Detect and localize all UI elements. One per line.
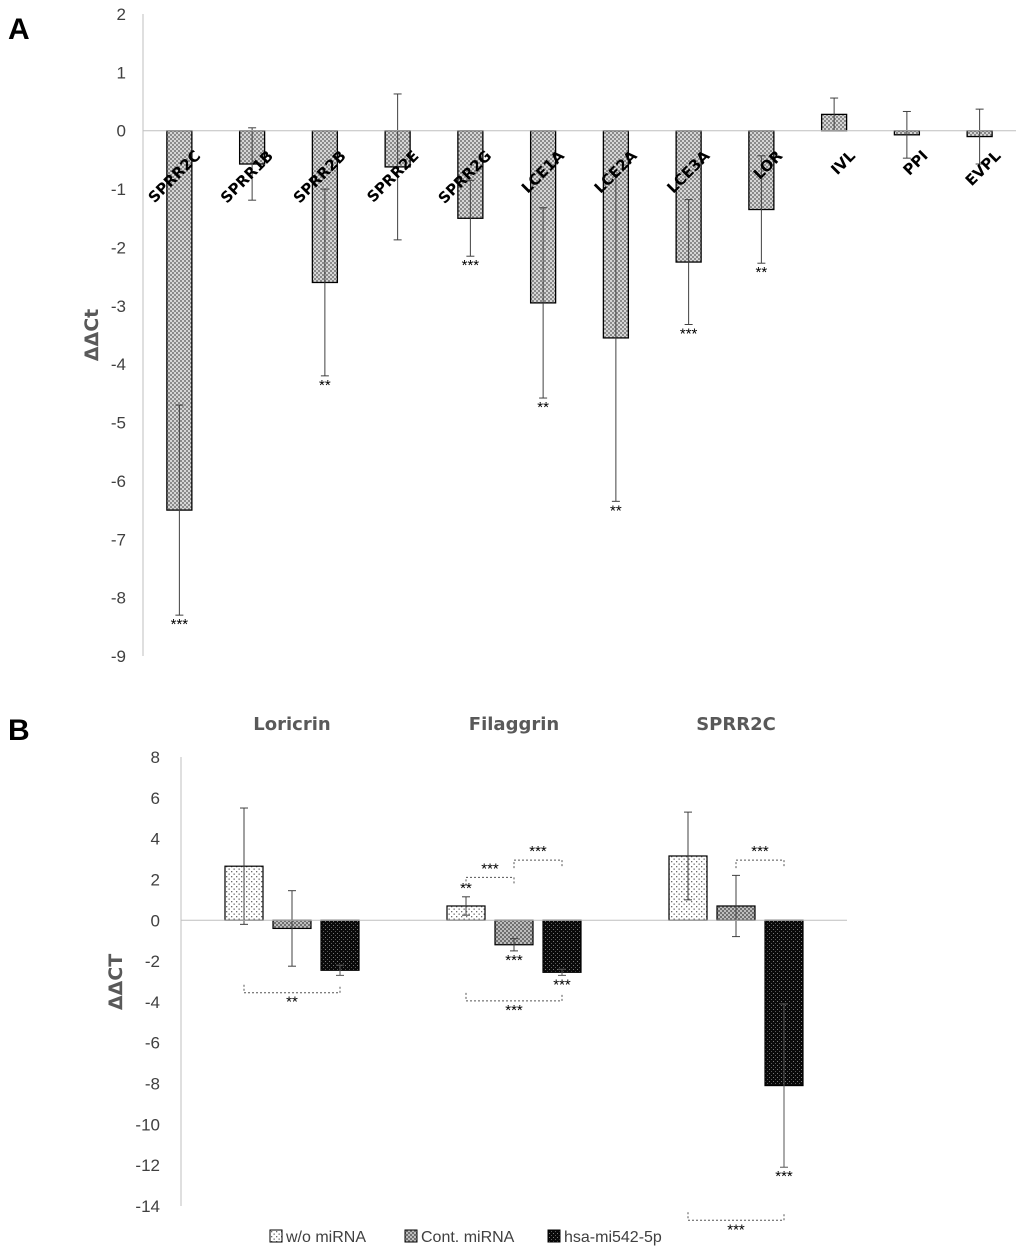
panel-label-b: B xyxy=(8,714,30,747)
panel-b-y-tick: -10 xyxy=(135,1115,160,1134)
panel-label-a: A xyxy=(8,13,30,46)
panel-b-y-tick: -12 xyxy=(135,1156,160,1175)
panel-a-category-label-ppi: PPI xyxy=(899,147,931,179)
panel-b-comparison-bracket xyxy=(465,876,515,886)
panel-a-y-tick: 2 xyxy=(117,5,126,24)
panel-a-significance-sprr2c: *** xyxy=(171,616,189,633)
panel-a-significance-sprr2g: *** xyxy=(462,257,480,274)
panel-b-y-tick: -4 xyxy=(145,993,160,1012)
panel-b-comparison-label: *** xyxy=(481,860,499,877)
panel-b-bar-filaggrin-hsa-mi542-5p xyxy=(542,919,582,973)
panel-b-comparison-bracket xyxy=(513,859,563,869)
panel-b-group-label-filaggrin: Filaggrin xyxy=(469,714,559,735)
panel-b-comparison-bracket xyxy=(465,992,563,1002)
panel-a-y-tick: -3 xyxy=(111,297,126,316)
panel-b-chart: 8 6 4 2 0 -2 -4 -6 -8 -10 -12 -14 Loricrin Filaggrin *… xyxy=(135,714,847,1246)
panel-b-comparison-bracket xyxy=(687,1212,785,1221)
panel-b-group-label-loricrin: Loricrin xyxy=(253,714,330,735)
panel-b-group-label-sprr2c: SPRR2C xyxy=(696,714,776,735)
legend-label-hsa-mi542-5p: hsa-mi542-5p xyxy=(564,1229,662,1246)
panel-a-significance-sprr2b: ** xyxy=(319,377,331,394)
panel-b-y-tick: -8 xyxy=(145,1075,160,1094)
panel-b-bar-loricrin-hsa-mi542-5p xyxy=(320,919,360,971)
legend-swatch-hsa-mi542-5p xyxy=(547,1229,561,1243)
panel-a-significance-lce3a: *** xyxy=(680,325,698,342)
panel-b-y-tick: 8 xyxy=(151,748,160,767)
panel-a-significance-lce1a: ** xyxy=(537,399,549,416)
panel-a-y-tick: -6 xyxy=(111,472,126,491)
legend-swatch-cont-mirna xyxy=(404,1229,418,1243)
legend-label-w-o-mirna: w/o miRNA xyxy=(285,1229,366,1246)
panel-b-significance-filaggrin-hsa-mi542-5p: *** xyxy=(553,976,571,993)
panel-a-category-label-ivl: IVL xyxy=(827,147,859,179)
panel-b-y-tick: 2 xyxy=(151,870,160,889)
panel-a-category-label-evpl: EVPL xyxy=(962,147,1005,190)
panel-b-comparison-bracket xyxy=(735,859,785,869)
panel-b-significance-filaggrin-w-o-mirna: ** xyxy=(460,880,472,897)
panel-a-y-tick: -8 xyxy=(111,589,126,608)
panel-a-y-tick: 1 xyxy=(117,63,126,82)
panel-a-y-tick: -2 xyxy=(111,238,126,257)
panel-b-y-tick: 4 xyxy=(151,830,160,849)
panel-b-legend: w/o miRNA Cont. miRNA hsa-mi542-5p xyxy=(269,1229,662,1246)
legend-label-cont-mirna: Cont. miRNA xyxy=(421,1229,515,1246)
panel-a-significance-lor: ** xyxy=(756,264,768,281)
panel-a-y-axis-label: ΔΔCt xyxy=(81,309,103,361)
panel-b-y-tick: 0 xyxy=(151,911,160,930)
panel-a-y-tick: 0 xyxy=(117,122,126,141)
panel-a-y-tick: -1 xyxy=(111,180,126,199)
panel-b-comparison-label: *** xyxy=(505,1002,523,1019)
panel-b-comparison-label: ** xyxy=(286,994,298,1011)
panel-b-y-tick: -6 xyxy=(145,1034,160,1053)
panel-a-significance-lce2a: ** xyxy=(610,502,622,519)
panel-a-y-tick: -9 xyxy=(111,647,126,666)
panel-a-y-tick: -7 xyxy=(111,530,126,549)
panel-a-chart: 210-1-2-3-4-5-6-7-8-9*****************SP… xyxy=(111,5,1016,666)
panel-a-y-tick: -4 xyxy=(111,355,126,374)
panel-b-comparison-label: *** xyxy=(529,843,547,860)
panel-b-comparison-bracket xyxy=(243,984,341,994)
legend-swatch-w-o-mirna xyxy=(269,1229,283,1243)
panel-b-y-tick: -14 xyxy=(135,1197,160,1216)
panel-b-y-tick: 6 xyxy=(151,789,160,808)
panel-b-comparison-label: *** xyxy=(727,1221,745,1238)
panel-b-comparison-label: *** xyxy=(751,843,769,860)
panel-b-significance-filaggrin-cont-mirna: *** xyxy=(505,952,523,969)
panel-b-significance-sprr2c-hsa-mi542-5p: *** xyxy=(775,1168,793,1185)
panel-b-y-tick: -2 xyxy=(145,952,160,971)
panel-b-y-axis-label: ΔΔCT xyxy=(105,954,127,1010)
panel-a-y-tick: -5 xyxy=(111,414,126,433)
